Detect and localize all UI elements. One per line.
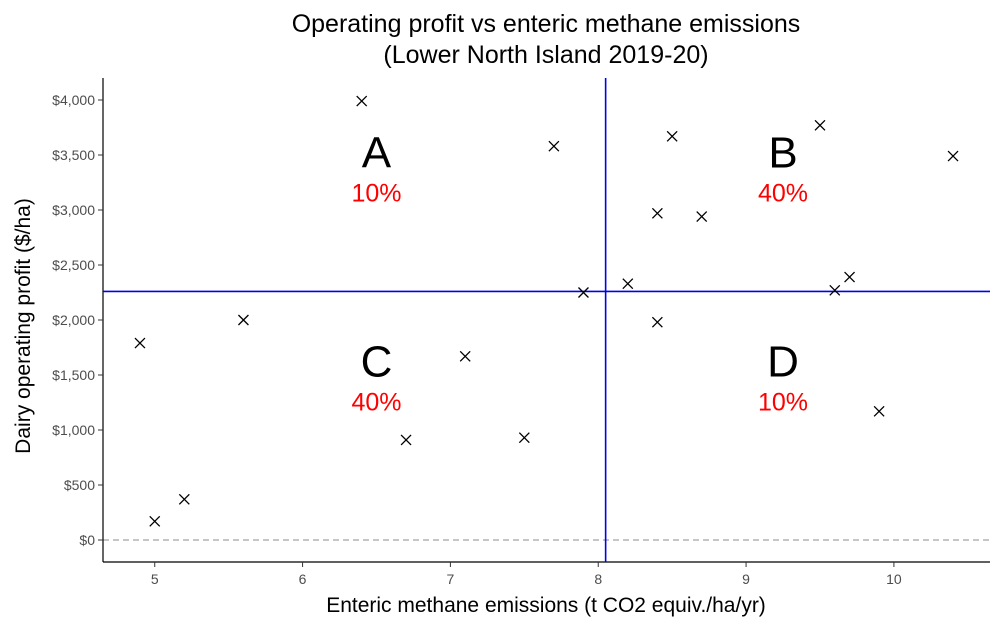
data-point-marker — [622, 278, 634, 290]
y-tick-label: $2,000 — [52, 312, 95, 328]
quadrant-letter: C — [361, 337, 393, 386]
y-axis-title: Dairy operating profit ($/ha) — [12, 198, 35, 454]
x-tick-label: 10 — [886, 571, 902, 587]
data-point-marker — [814, 119, 826, 131]
data-point-marker — [873, 405, 885, 417]
data-point-marker — [400, 434, 412, 446]
quadrant-letter: D — [767, 337, 799, 386]
plot-area: $0 $500 $1,000 $1,500 $2,000 $2,500 $3,000 $3,5… — [52, 78, 990, 587]
data-point-marker — [356, 95, 368, 107]
data-point-marker — [459, 350, 471, 362]
quadrant-percent: 40% — [758, 179, 808, 207]
quadrant-percent: 10% — [758, 388, 808, 416]
data-point-marker — [518, 432, 530, 444]
y-tick-label: $1,000 — [52, 422, 95, 438]
quadrant-percent: 40% — [351, 388, 401, 416]
data-point-marker — [178, 493, 190, 505]
data-point-marker — [149, 515, 161, 527]
data-point-marker — [237, 314, 249, 326]
quadrant-percent: 10% — [351, 179, 401, 207]
chart-title-line2: (Lower North Island 2019-20) — [383, 41, 708, 69]
data-point-marker — [666, 130, 678, 142]
data-point-marker — [134, 337, 146, 349]
y-tick-label: $1,500 — [52, 367, 95, 383]
chart-title-line1: Operating profit vs enteric methane emis… — [292, 10, 801, 38]
x-tick-label: 5 — [151, 571, 159, 587]
x-tick-label: 7 — [447, 571, 455, 587]
y-tick-label: $4,000 — [52, 92, 95, 108]
data-point-marker — [696, 211, 708, 223]
y-tick-label: $2,500 — [52, 257, 95, 273]
data-point-marker — [651, 316, 663, 328]
quadrant-letter: A — [362, 128, 392, 177]
quadrant-letter: B — [768, 128, 797, 177]
x-tick-label: 6 — [299, 571, 307, 587]
data-point-marker — [577, 287, 589, 298]
y-tick-label: $0 — [79, 532, 95, 548]
data-point-marker — [651, 207, 663, 219]
data-point-marker — [844, 271, 856, 283]
y-tick-label: $500 — [64, 477, 95, 493]
x-tick-label: 8 — [594, 571, 602, 587]
x-axis-title: Enteric methane emissions (t CO2 equiv./… — [326, 594, 766, 617]
data-point-marker — [947, 150, 959, 162]
data-point-marker — [829, 284, 841, 296]
x-tick-label: 9 — [742, 571, 750, 587]
y-tick-label: $3,500 — [52, 147, 95, 163]
y-tick-label: $3,000 — [52, 202, 95, 218]
data-point-marker — [548, 140, 560, 152]
